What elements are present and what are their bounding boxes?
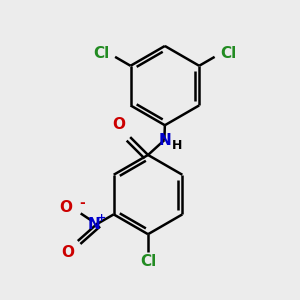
Text: N: N [159,133,172,148]
Text: O: O [112,117,125,132]
Text: N: N [87,217,100,232]
Text: -: - [79,196,85,209]
Text: +: + [97,213,106,224]
Text: Cl: Cl [94,46,110,62]
Text: Cl: Cl [220,46,236,62]
Text: Cl: Cl [140,254,156,269]
Text: O: O [59,200,72,215]
Text: O: O [61,245,74,260]
Text: H: H [172,139,182,152]
